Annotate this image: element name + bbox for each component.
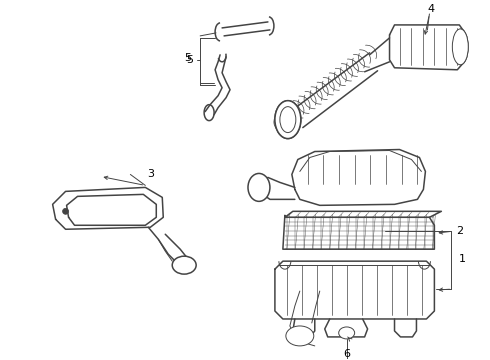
Text: 3: 3 [147, 170, 154, 179]
Ellipse shape [286, 326, 314, 346]
Ellipse shape [248, 174, 270, 201]
Ellipse shape [275, 101, 301, 139]
Ellipse shape [172, 256, 196, 274]
Text: 5: 5 [187, 55, 194, 65]
Text: 4: 4 [428, 4, 435, 14]
Ellipse shape [280, 107, 296, 132]
Ellipse shape [339, 327, 355, 339]
Text: 5: 5 [185, 53, 192, 63]
Ellipse shape [452, 29, 468, 65]
Text: 2: 2 [456, 226, 463, 236]
Text: 1: 1 [459, 254, 466, 264]
Text: 6: 6 [343, 349, 350, 359]
Ellipse shape [63, 208, 69, 214]
